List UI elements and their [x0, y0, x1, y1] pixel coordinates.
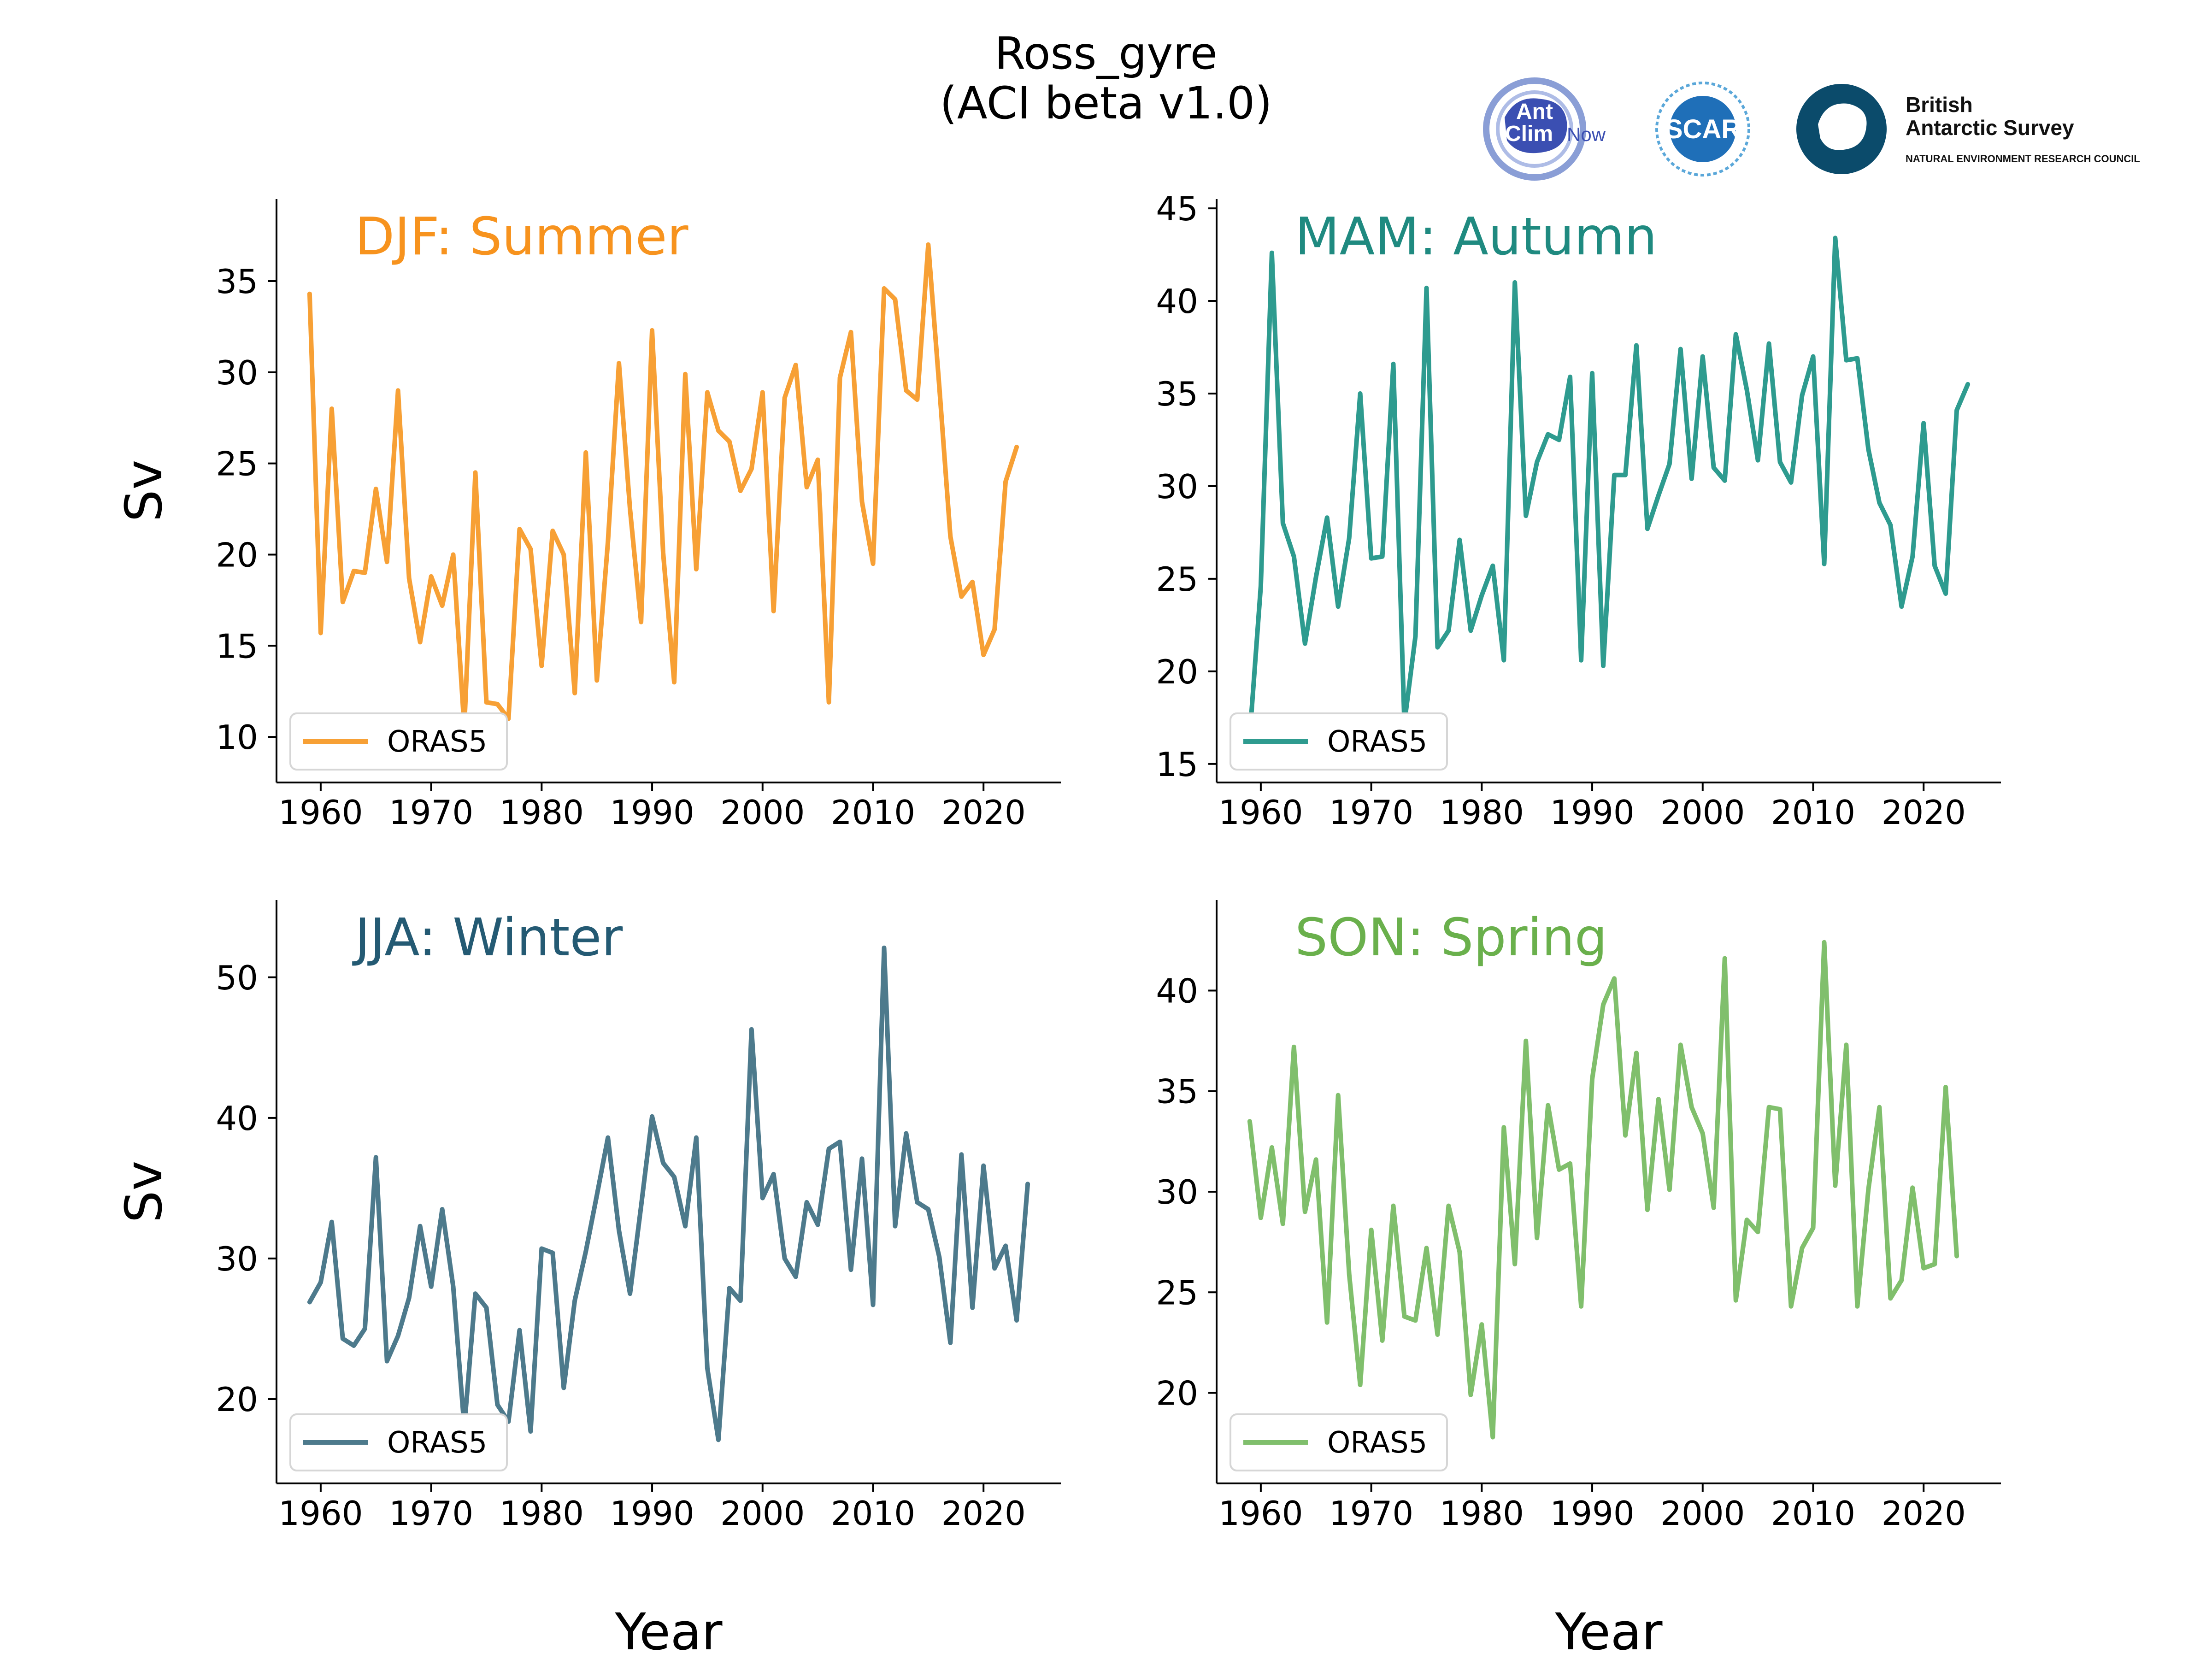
- y-tick-label: 15: [216, 627, 258, 665]
- panel-title: DJF: Summer: [355, 207, 689, 267]
- x-tick-label: 2010: [1771, 1494, 1855, 1533]
- y-tick-label: 40: [1156, 282, 1198, 321]
- bas-line3: NATURAL ENVIRONMENT RESEARCH COUNCIL: [1906, 153, 2140, 165]
- x-axis-label: Year: [1555, 1602, 1663, 1659]
- legend: ORAS5: [289, 1413, 508, 1471]
- x-axis-label: Year: [615, 1602, 723, 1659]
- y-tick-label: 10: [216, 718, 258, 757]
- series-line-oras5: [1247, 235, 1971, 739]
- x-tick-label: 1960: [1218, 793, 1303, 832]
- y-tick-label: 50: [216, 959, 258, 997]
- legend-label: ORAS5: [1327, 725, 1427, 759]
- antclimnow-line3: Now: [1567, 124, 1606, 145]
- x-tick-label: 2020: [1882, 1494, 1966, 1533]
- y-tick-label: 30: [1156, 467, 1198, 506]
- legend: ORAS5: [1230, 1413, 1448, 1471]
- x-tick-label: 1980: [500, 1494, 584, 1533]
- chart-panel-son: 1960 1970 1980 1990 2000 2010 20202025303540SO…: [1156, 900, 2001, 1659]
- x-tick-label: 1970: [389, 1494, 473, 1533]
- x-tick-label: 1980: [1440, 793, 1524, 832]
- bas-line1: British: [1906, 93, 1973, 117]
- x-tick-label: 1970: [389, 793, 473, 832]
- scar-text: SCAR: [1665, 114, 1741, 144]
- x-tick-label: 1980: [1440, 1494, 1524, 1533]
- y-tick-label: 25: [216, 445, 258, 483]
- y-tick-label: 20: [1156, 653, 1198, 691]
- y-axis-label: Sv: [114, 460, 173, 522]
- x-tick-label: 2000: [1660, 793, 1745, 832]
- legend-box: [289, 1413, 508, 1471]
- series-line-oras5: [1247, 940, 1959, 1440]
- chart-panel-jja: 1960 1970 1980 1990 2000 2010 202020304050JJA:…: [114, 900, 1061, 1659]
- x-tick-label: 1990: [610, 793, 694, 832]
- legend-label: ORAS5: [1327, 1426, 1427, 1460]
- x-tick-label: 1980: [500, 793, 584, 832]
- legend: ORAS5: [1230, 712, 1448, 771]
- panel-title: SON: Spring: [1295, 908, 1607, 968]
- x-tick-label: 1970: [1329, 1494, 1413, 1533]
- y-tick-label: 30: [1156, 1173, 1198, 1212]
- y-tick-label: 20: [216, 535, 258, 574]
- legend-label: ORAS5: [387, 1426, 487, 1460]
- y-tick-label: 45: [1156, 189, 1198, 228]
- y-tick-label: 35: [1156, 375, 1198, 413]
- y-tick-label: 35: [1156, 1072, 1198, 1111]
- y-tick-label: 20: [216, 1380, 258, 1419]
- x-tick-label: 2000: [720, 793, 805, 832]
- x-tick-label: 1960: [278, 793, 363, 832]
- legend: ORAS5: [289, 712, 508, 771]
- antclimnow-line1: Ant: [1516, 100, 1553, 124]
- chart-panel-djf: 1960 1970 1980 1990 2000 2010 2020 10 15 20 25 30 35…: [114, 199, 1061, 832]
- y-tick-label: 20: [1156, 1374, 1198, 1413]
- y-tick-label: 15: [1156, 745, 1198, 784]
- antclimnow-line2: Clim: [1505, 122, 1553, 146]
- y-tick-label: 35: [216, 262, 258, 301]
- x-tick-label: 1990: [610, 1494, 694, 1533]
- y-axis-label: Sv: [114, 1161, 173, 1223]
- x-tick-label: 1970: [1329, 793, 1413, 832]
- y-tick-label: 30: [216, 1240, 258, 1278]
- x-tick-label: 2010: [831, 1494, 915, 1533]
- y-tick-label: 40: [216, 1099, 258, 1138]
- x-tick-label: 1960: [1218, 1494, 1303, 1533]
- y-tick-label: 25: [1156, 560, 1198, 599]
- figure-subtitle: (ACI beta v1.0): [940, 77, 1272, 129]
- legend-box: [1230, 712, 1448, 771]
- bas-logo: British Antarctic Survey NATURAL ENVIRON…: [1796, 84, 2140, 174]
- series-line-oras5: [307, 242, 1019, 730]
- x-tick-label: 2020: [1882, 793, 1966, 832]
- x-tick-label: 2000: [1660, 1494, 1745, 1533]
- legend-box: [1230, 1413, 1448, 1471]
- y-tick-label: 40: [1156, 971, 1198, 1010]
- series-line-oras5: [307, 945, 1030, 1442]
- x-tick-label: 1990: [1550, 793, 1634, 832]
- bas-line2: Antarctic Survey: [1906, 116, 2074, 140]
- x-tick-label: 2000: [720, 1494, 805, 1533]
- antclimnow-logo: Ant Clim Now: [1483, 77, 1606, 181]
- figure-title: Ross_gyre: [994, 28, 1218, 79]
- logo-strip: Ant Clim Now SCAR British Antarctic Surv…: [1483, 77, 2140, 181]
- x-tick-label: 1990: [1550, 1494, 1634, 1533]
- x-tick-label: 2020: [941, 793, 1026, 832]
- scar-logo: SCAR: [1655, 82, 1750, 176]
- x-tick-label: 2010: [831, 793, 915, 832]
- x-tick-label: 1960: [278, 1494, 363, 1533]
- legend-box: [289, 712, 508, 771]
- x-tick-label: 2010: [1771, 793, 1855, 832]
- panel-title: MAM: Autumn: [1295, 207, 1657, 267]
- chart-panel-mam: 1960 1970 1980 1990 2000 2010 2020 15 20 25 30 35 40…: [1156, 189, 2001, 832]
- y-tick-label: 25: [1156, 1273, 1198, 1312]
- x-tick-label: 2020: [941, 1494, 1026, 1533]
- y-tick-label: 30: [216, 353, 258, 392]
- panel-title: JJA: Winter: [352, 908, 623, 968]
- legend-label: ORAS5: [387, 725, 487, 759]
